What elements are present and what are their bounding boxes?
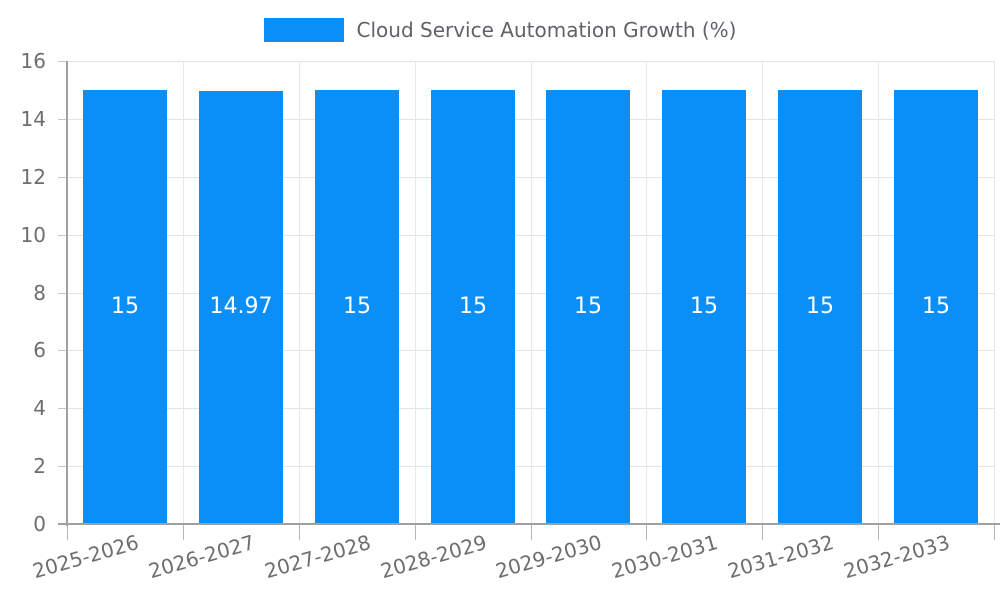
x-gridline <box>994 61 995 524</box>
legend-label[interactable]: Cloud Service Automation Growth (%) <box>356 18 737 42</box>
bar-value-label: 15 <box>459 294 487 319</box>
y-gridline <box>67 119 994 120</box>
y-axis-tick <box>58 408 67 409</box>
x-axis-tick <box>183 525 184 540</box>
x-axis-tick <box>646 525 647 540</box>
y-axis-tick <box>58 119 67 120</box>
bar-value-label: 15 <box>690 294 718 319</box>
bar[interactable] <box>894 89 978 524</box>
x-axis-tick <box>299 525 300 540</box>
x-gridline <box>762 61 763 524</box>
x-gridline <box>415 61 416 524</box>
y-gridline <box>67 61 994 62</box>
x-axis-category-label: 2026-2027 <box>145 530 258 584</box>
x-axis-category-label: 2032-2033 <box>840 530 953 584</box>
y-axis-tick <box>58 61 67 62</box>
y-axis-tick-label: 8 <box>33 281 46 305</box>
y-axis-tick <box>58 177 67 178</box>
y-gridline <box>67 235 994 236</box>
x-gridline <box>299 61 300 524</box>
x-axis-category-label: 2027-2028 <box>261 530 374 584</box>
bar[interactable] <box>315 89 399 524</box>
y-gridline <box>67 177 994 178</box>
legend[interactable]: Cloud Service Automation Growth (%) <box>0 15 1000 45</box>
x-axis-tick <box>762 525 763 540</box>
bar-value-label: 15 <box>574 294 602 319</box>
x-gridline <box>183 61 184 524</box>
bar-value-label: 14.97 <box>209 294 273 319</box>
y-axis-tick-label: 6 <box>33 338 46 362</box>
y-axis-tick <box>58 235 67 236</box>
bar[interactable] <box>778 89 862 524</box>
x-axis-line <box>58 523 1000 525</box>
y-gridline <box>67 293 994 294</box>
x-axis-category-label: 2030-2031 <box>609 530 721 584</box>
y-axis-tick <box>58 466 67 467</box>
x-axis-tick <box>531 525 532 540</box>
x-axis-tick <box>994 525 995 540</box>
y-axis-tick-label: 4 <box>33 396 46 420</box>
bar-value-label: 15 <box>922 294 950 319</box>
bar[interactable] <box>83 89 167 524</box>
legend-swatch[interactable] <box>263 18 344 42</box>
y-axis-tick <box>58 293 67 294</box>
x-axis-tick <box>415 525 416 540</box>
bar-value-label: 15 <box>111 294 139 319</box>
y-gridline <box>67 408 994 409</box>
x-gridline <box>878 61 879 524</box>
bar[interactable] <box>431 89 515 524</box>
y-axis-tick-label: 12 <box>20 165 46 189</box>
bar-value-label: 15 <box>343 294 371 319</box>
x-axis-category-label: 2029-2030 <box>493 530 605 584</box>
x-axis-category-label: 2025-2026 <box>29 530 142 584</box>
x-axis-tick <box>878 525 879 540</box>
bar-value-label: 15 <box>806 294 834 319</box>
y-axis-tick-label: 2 <box>33 454 46 478</box>
x-gridline <box>646 61 647 524</box>
x-axis-category-label: 2031-2032 <box>725 530 837 584</box>
y-axis-tick-label: 16 <box>20 49 46 73</box>
x-axis-tick <box>67 525 68 540</box>
y-axis-line <box>66 61 68 526</box>
x-axis-category-label: 2028-2029 <box>377 530 489 584</box>
bar[interactable] <box>199 90 283 524</box>
y-gridline <box>67 466 994 467</box>
bar[interactable] <box>546 89 630 524</box>
y-axis-tick <box>58 350 67 351</box>
y-axis-tick-label: 10 <box>20 223 46 247</box>
y-axis-tick-label: 14 <box>20 107 46 131</box>
y-gridline <box>67 350 994 351</box>
x-gridline <box>531 61 532 524</box>
bar[interactable] <box>662 89 746 524</box>
y-axis-tick-label: 0 <box>33 512 46 536</box>
